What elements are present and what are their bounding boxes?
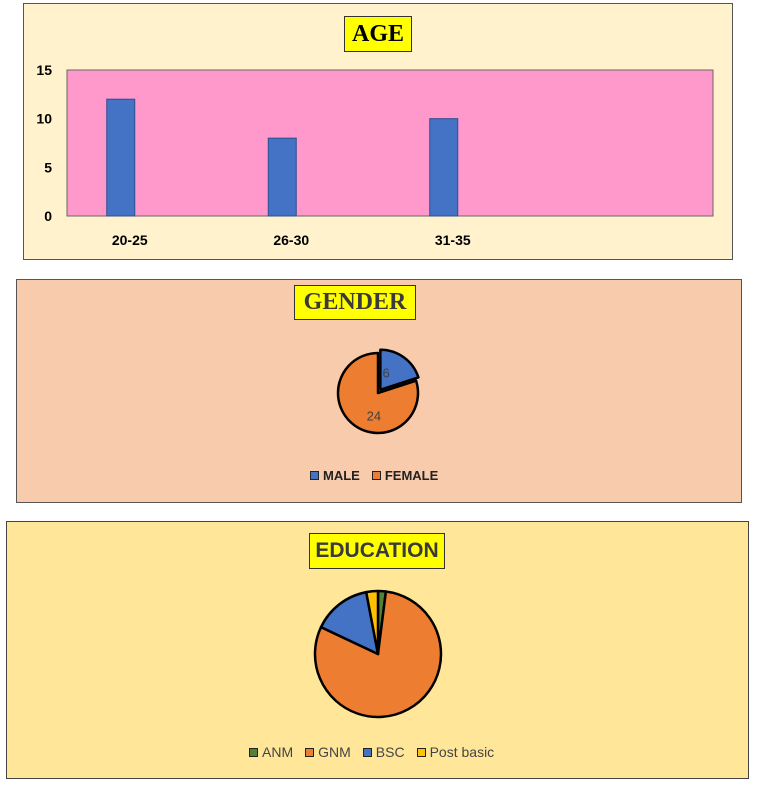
gender-pie-chart: 6 24: [336, 348, 420, 435]
legend-swatch-bsc: [362, 747, 372, 757]
y-tick-label: 15: [36, 62, 52, 78]
age-chart-panel: AGE 0 5 10 15 20-25 26-30 31-35: [23, 3, 733, 260]
data-label-male: 6: [382, 366, 389, 381]
education-chart-title: EDUCATION: [309, 533, 445, 569]
education-chart-panel: EDUCATION ANM GNM BSC Post basic: [6, 521, 749, 779]
plot-area: [66, 69, 714, 217]
legend-label-anm: ANM: [262, 744, 294, 760]
slice-male: [379, 348, 420, 392]
education-legend: ANM GNM BSC Post basic: [249, 744, 506, 760]
legend-item-gnm: GNM: [305, 744, 351, 760]
bar-31-35: [429, 118, 459, 217]
legend-label-female: FEMALE: [384, 468, 439, 483]
y-tick-label: 5: [44, 159, 52, 175]
gender-legend: MALE FEMALE: [310, 468, 450, 483]
gender-chart-title: GENDER: [294, 285, 416, 320]
legend-swatch-female: [371, 471, 381, 480]
legend-swatch-anm: [249, 747, 258, 757]
legend-item-post-basic: Post basic: [416, 744, 495, 760]
legend-swatch-male: [310, 471, 319, 480]
legend-item-female: FEMALE: [371, 468, 439, 483]
education-pie-chart: [313, 589, 443, 719]
x-tick-label: 20-25: [112, 232, 148, 248]
data-label-female: 24: [367, 408, 381, 423]
y-tick-label: 0: [44, 208, 52, 224]
legend-label-bsc: BSC: [375, 744, 405, 760]
legend-item-bsc: BSC: [362, 744, 405, 760]
legend-swatch-post-basic: [416, 747, 426, 757]
age-chart-title: AGE: [344, 16, 412, 52]
legend-item-anm: ANM: [249, 744, 293, 760]
slice-post-basic: [364, 589, 380, 656]
x-tick-label: 26-30: [273, 232, 309, 248]
legend-item-male: MALE: [310, 468, 360, 483]
legend-swatch-gnm: [305, 747, 315, 757]
gender-chart-panel: GENDER 6 24 MALE FEMALE: [16, 279, 742, 503]
bar-20-25: [106, 98, 136, 217]
legend-label-post-basic: Post basic: [429, 744, 495, 760]
x-tick-label: 31-35: [435, 232, 471, 248]
y-tick-label: 10: [36, 111, 52, 127]
slice-female: [336, 351, 420, 435]
age-bar-chart: 0 5 10 15 20-25 26-30 31-35: [36, 62, 714, 248]
bar-26-30: [267, 137, 297, 217]
legend-label-gnm: GNM: [318, 744, 351, 760]
legend-label-male: MALE: [323, 468, 360, 483]
